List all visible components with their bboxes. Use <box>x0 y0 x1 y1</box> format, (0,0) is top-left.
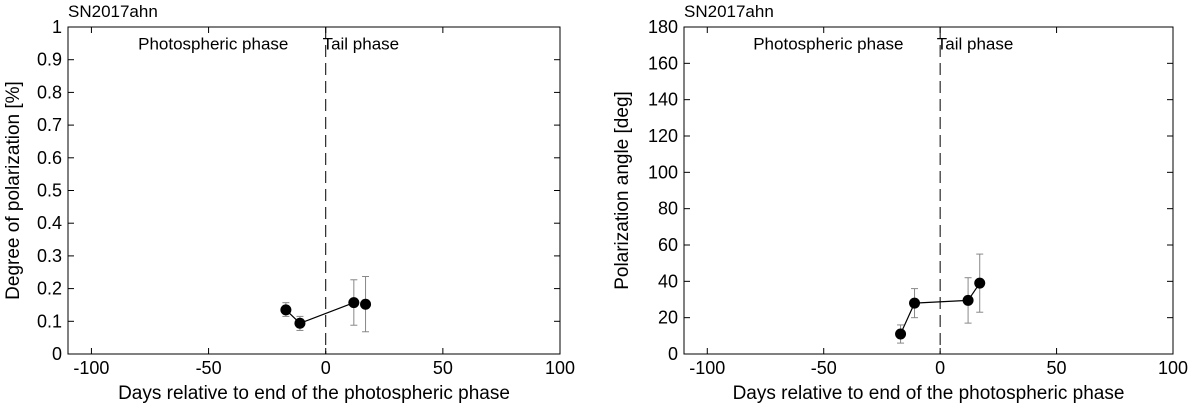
y-tick-label: 0 <box>668 344 678 364</box>
data-point <box>909 297 921 309</box>
phase-annotations: Photospheric phase Tail phase <box>753 27 1013 354</box>
axis-ticks: -100 -50 0 50 100 0 20 40 60 80 100 120 140 160 180 <box>648 17 1188 378</box>
y-tick-label: 160 <box>648 53 678 73</box>
data-point <box>360 298 372 310</box>
data-marks <box>895 253 986 344</box>
x-tick-label: 50 <box>1047 358 1067 378</box>
series-line-segment <box>914 299 969 304</box>
y-tick-label: 120 <box>648 126 678 146</box>
phase-annotation: Tail phase <box>937 34 1014 53</box>
x-tick-label: -50 <box>196 358 222 378</box>
y-tick-label: 60 <box>658 235 678 255</box>
x-tick-label: -50 <box>811 358 837 378</box>
series-line-segment <box>900 302 916 335</box>
x-tick-label: -100 <box>73 358 109 378</box>
panel-title: SN2017ahn <box>68 2 158 21</box>
y-tick-label: 0.5 <box>37 181 62 201</box>
x-axis-label: Days relative to end of the photospheric… <box>118 383 510 404</box>
series-line-segment <box>299 302 355 324</box>
data-point <box>895 328 907 340</box>
y-tick-label: 140 <box>648 90 678 110</box>
x-axis-label: Days relative to end of the photospheric… <box>733 383 1125 404</box>
y-tick-label: 100 <box>648 162 678 182</box>
y-axis-label: Degree of polarization [%] <box>3 81 24 300</box>
x-tick-label: 0 <box>321 358 331 378</box>
x-tick-label: 0 <box>935 358 945 378</box>
y-tick-label: 1 <box>52 17 62 37</box>
y-tick-label: 80 <box>658 199 678 219</box>
data-point <box>974 277 986 289</box>
data-point <box>294 317 306 329</box>
data-marks <box>280 276 372 333</box>
y-tick-label: 0.8 <box>37 82 62 102</box>
y-tick-label: 0.1 <box>37 311 62 331</box>
x-tick-label: 100 <box>545 358 575 378</box>
data-point <box>962 294 974 306</box>
y-tick-label: 180 <box>648 17 678 37</box>
x-tick-label: 50 <box>433 358 453 378</box>
y-axis-label: Polarization angle [deg] <box>612 91 633 290</box>
x-tick-label: 100 <box>1158 358 1188 378</box>
y-tick-label: 20 <box>658 308 678 328</box>
y-tick-label: 40 <box>658 271 678 291</box>
y-tick-label: 0.4 <box>37 213 62 233</box>
y-tick-label: 0.7 <box>37 115 62 135</box>
y-tick-label: 0.3 <box>37 246 62 266</box>
y-tick-label: 0 <box>52 344 62 364</box>
panel-title: SN2017ahn <box>684 2 774 21</box>
y-tick-label: 0.9 <box>37 50 62 70</box>
y-tick-label: 0.6 <box>37 148 62 168</box>
phase-annotation: Photospheric phase <box>138 34 288 53</box>
plot-frame <box>683 26 1174 355</box>
plot-frame <box>67 26 561 355</box>
phase-annotations: Photospheric phase Tail phase <box>138 27 399 354</box>
data-point <box>348 297 360 309</box>
data-point <box>280 304 292 316</box>
x-tick-label: -100 <box>689 358 725 378</box>
phase-annotation: Photospheric phase <box>753 34 903 53</box>
y-tick-label: 0.2 <box>37 279 62 299</box>
polarization-degree-panel: SN2017ahn Days relative to end of the ph… <box>3 2 575 404</box>
axis-ticks: -100 -50 0 50 100 0 0.1 0.2 0.3 0.4 0.5 0.6 0.7 0.8 0.… <box>37 17 575 378</box>
phase-annotation: Tail phase <box>323 34 400 53</box>
polarization-angle-panel: SN2017ahn Days relative to end of the ph… <box>612 2 1188 404</box>
